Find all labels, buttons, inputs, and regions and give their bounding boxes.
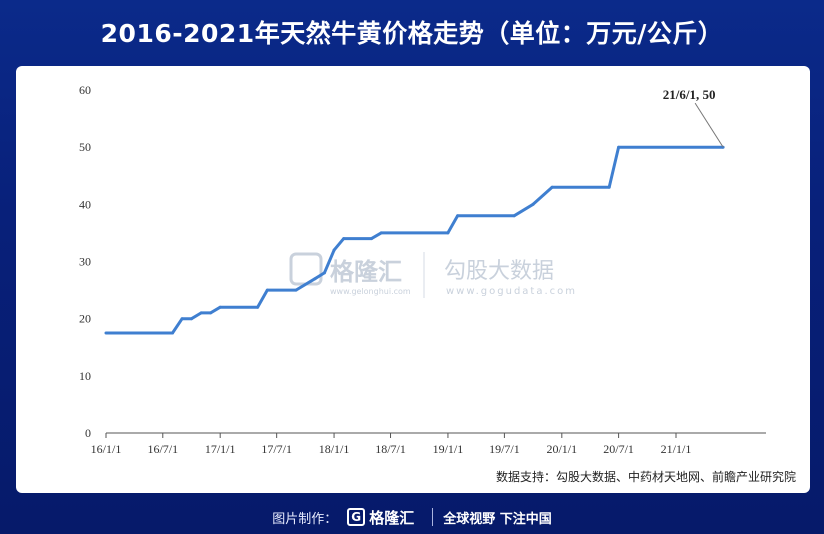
footer-divider <box>432 508 434 526</box>
data-point <box>199 311 203 315</box>
data-point <box>379 231 383 235</box>
data-point <box>190 317 193 321</box>
annotation-label: 21/6/1, 50 <box>663 87 716 102</box>
data-point <box>370 237 373 241</box>
data-point <box>218 305 222 309</box>
data-point <box>456 214 460 218</box>
y-tick-label: 60 <box>79 83 91 97</box>
y-tick-label: 50 <box>79 140 91 154</box>
data-point <box>531 202 535 206</box>
footer-logo: G 格隆汇 <box>347 507 414 528</box>
x-tick-label: 16/7/1 <box>147 442 178 456</box>
footer: 图片制作： G 格隆汇 全球视野 下注中国 <box>0 500 824 534</box>
source-note: 数据支持：勾股大数据、中药材天地网、前瞻产业研究院 <box>495 470 796 484</box>
data-point <box>209 311 212 315</box>
price-line <box>106 145 724 335</box>
data-point <box>550 185 554 189</box>
data-point <box>607 185 611 189</box>
x-tick-label: 19/1/1 <box>433 442 464 456</box>
data-point <box>332 248 336 252</box>
footer-label: 图片制作： <box>272 511 338 527</box>
footer-slogan: 全球视野 下注中国 <box>443 511 552 527</box>
y-tick-label: 40 <box>79 197 91 211</box>
watermark-brand2-url: www.gogudata.com <box>446 286 577 297</box>
watermark-brand2: 勾股大数据 <box>444 259 554 284</box>
chart-title: 2016-2021年天然牛黄价格走势（单位：万元/公斤） <box>100 19 724 48</box>
x-tick-label: 21/1/1 <box>661 442 692 456</box>
chart-card: 格隆汇 www.gelonghui.com 勾股大数据 www.gogudata.co… <box>16 66 810 493</box>
data-point <box>313 277 317 281</box>
data-point <box>180 317 184 321</box>
data-point <box>294 288 298 292</box>
data-point <box>265 288 269 292</box>
x-tick-label: 19/7/1 <box>489 442 520 456</box>
logo-icon: G <box>347 508 366 526</box>
data-point <box>256 305 260 309</box>
annotation-leader <box>694 102 724 148</box>
x-tick-label: 20/1/1 <box>546 442 577 456</box>
data-point <box>171 331 174 335</box>
x-tick-label: 18/1/1 <box>319 442 350 456</box>
x-tick-label: 17/1/1 <box>205 442 236 456</box>
footer-brand: 格隆汇 <box>369 508 415 527</box>
x-tick-label: 16/1/1 <box>91 442 122 456</box>
data-point <box>104 331 108 335</box>
y-tick-label: 20 <box>79 312 91 326</box>
y-tick-label: 30 <box>79 255 91 269</box>
data-point <box>322 271 326 275</box>
x-tick-label: 18/7/1 <box>375 442 406 456</box>
data-point <box>342 237 346 241</box>
watermark-brand1-url: www.gelonghui.com <box>330 287 411 296</box>
watermark-brand1: 格隆汇 <box>330 258 402 286</box>
y-tick-label: 10 <box>79 369 91 383</box>
x-tick-label: 20/7/1 <box>603 442 634 456</box>
data-point <box>617 145 621 149</box>
data-point <box>446 231 450 235</box>
x-tick-label: 17/7/1 <box>261 442 292 456</box>
y-tick-label: 0 <box>85 426 91 440</box>
data-point <box>512 214 516 218</box>
